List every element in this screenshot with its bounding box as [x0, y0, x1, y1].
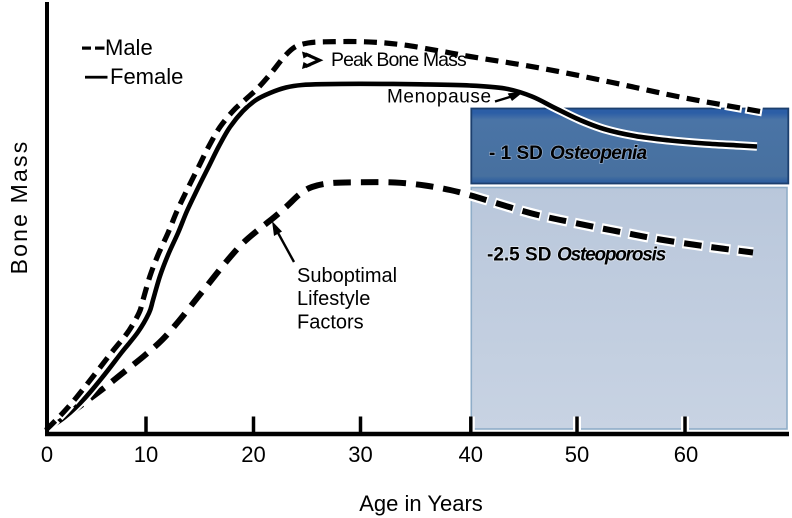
- svg-text:Peak Bone Mass: Peak Bone Mass: [331, 49, 467, 71]
- svg-text:Age in Years: Age in Years: [359, 491, 483, 516]
- svg-text:Menopause: Menopause: [387, 87, 492, 108]
- svg-text:-2.5 SD: -2.5 SD: [487, 245, 551, 266]
- svg-text:Bone Mass: Bone Mass: [6, 140, 32, 275]
- svg-text:Lifestyle: Lifestyle: [297, 288, 370, 310]
- svg-text:Factors: Factors: [297, 312, 364, 334]
- svg-text:Osteopenia: Osteopenia: [550, 143, 648, 164]
- svg-text:40: 40: [459, 442, 483, 467]
- svg-text:0: 0: [41, 442, 53, 467]
- svg-text:Suboptimal: Suboptimal: [297, 265, 397, 287]
- svg-text:Osteoporosis: Osteoporosis: [557, 245, 666, 266]
- svg-text:10: 10: [134, 442, 158, 467]
- svg-text:30: 30: [348, 442, 372, 467]
- svg-text:50: 50: [565, 442, 589, 467]
- svg-text:- 1 SD: - 1 SD: [489, 143, 543, 164]
- svg-text:Male: Male: [105, 35, 153, 60]
- svg-text:Female: Female: [110, 64, 183, 89]
- svg-text:20: 20: [241, 442, 265, 467]
- svg-text:60: 60: [674, 442, 698, 467]
